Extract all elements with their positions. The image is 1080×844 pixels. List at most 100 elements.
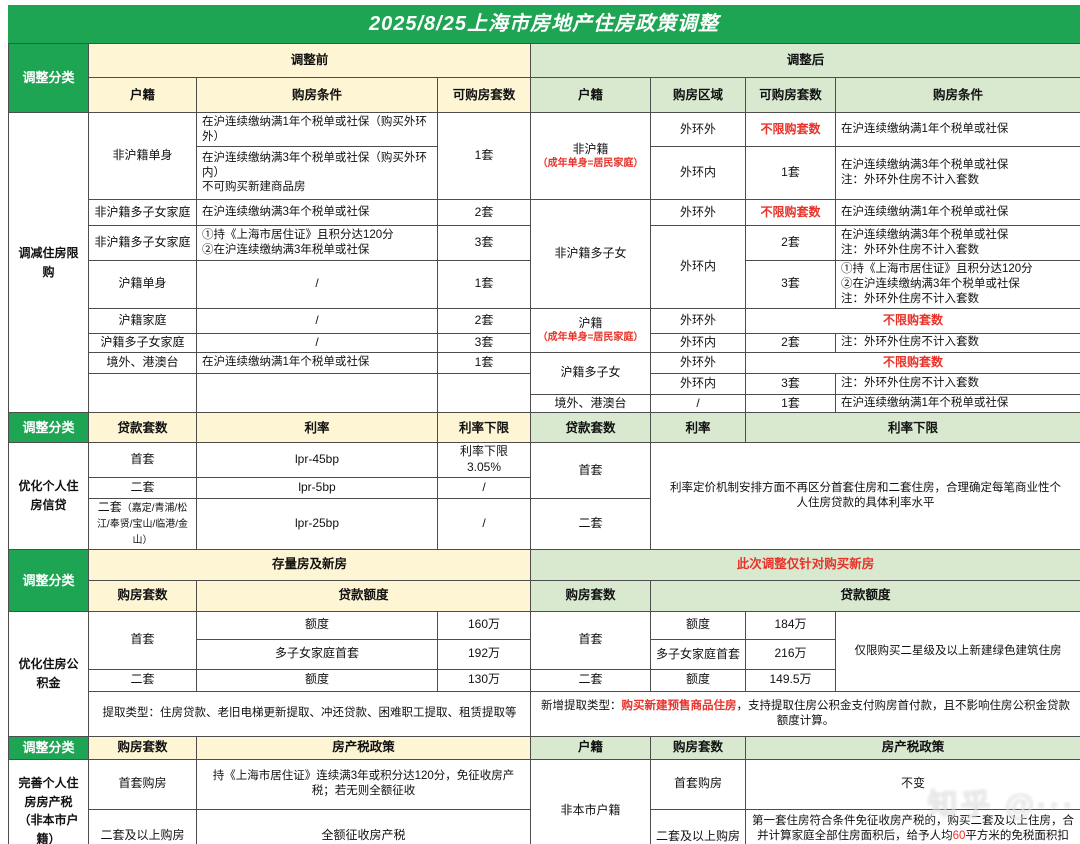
tier-cell: 首套 [530, 610, 651, 670]
header-cell: 贷款套数 [530, 412, 651, 444]
header-cell: 贷款套数 [88, 412, 197, 444]
policy-text: 平方米的免税面积扣除；若首套非免征，则二套及以上均全额征收。 [965, 829, 1069, 842]
loan-tier-cell: 二套 [88, 477, 197, 500]
count-cell: 2套 [745, 225, 836, 261]
header-cell: 购房套数 [88, 735, 197, 760]
rate-floor-cell: 利率下限3.05% [437, 442, 531, 479]
header-cell: 可购房套数 [745, 77, 836, 113]
cond-line: 注：外环外住房不计入套数 [841, 292, 979, 305]
cond-cell: 在沪连续缴纳满1年个税单或社保（购买外环外） [196, 112, 438, 147]
count-cell: 3套 [745, 260, 836, 309]
rate-cell: lpr-5bp [196, 477, 438, 500]
section-mortgage-credit: 调整分类 贷款套数 利率 利率下限 贷款套数 利率 利率下限 优化个人住房信贷 … [8, 412, 1080, 550]
header-cell: 房产税政策 [745, 735, 1080, 760]
cond-cell: 在沪连续缴纳满3年个税单或社保（购买外环内） 不可购买新建商品房 [196, 146, 438, 200]
note-highlight: 购买新建预售商品住房 [621, 699, 737, 712]
hukou-cell: 沪籍单身 [88, 260, 197, 309]
withdraw-note-cell: 提取类型：住房贷款、老旧电梯更新提取、冲还贷款、困难职工提取、租赁提取等 [88, 690, 531, 737]
count-cell: 不限购套数 [745, 199, 836, 226]
merged-count-cell: 不限购套数 [744, 351, 1080, 374]
category-cell: 调减住房限购 [8, 111, 89, 414]
header-cell: 购房套数 [88, 579, 197, 612]
rate-floor-cell: / [437, 477, 531, 500]
header-cell: 利率下限 [437, 412, 531, 444]
cond-cell: 在沪连续缴纳满1年个税单或社保 [834, 393, 1080, 414]
header-cell: 户籍 [88, 77, 197, 113]
tier-cell: 二套及以上购房 [88, 808, 197, 844]
quota-name-cell: 额度 [196, 610, 438, 640]
loan-tier-cell: 二套（嘉定/青浦/松江/奉贤/宝山/临港/金山） [88, 498, 197, 550]
cond-cell: / [196, 332, 438, 353]
tier-cell: 首套 [88, 610, 197, 670]
hukou-cell: 境外、港澳台 [530, 393, 651, 414]
header-cell: 购房条件 [834, 77, 1080, 113]
empty-cell [88, 372, 197, 414]
quota-value-cell: 149.5万 [745, 668, 836, 692]
count-cell: 1套 [437, 260, 531, 309]
category-header-cell: 调整分类 [8, 735, 89, 760]
header-cell: 购房套数 [530, 579, 651, 612]
policy-highlight: 60 [952, 829, 966, 842]
count-cell: 2套 [745, 332, 836, 353]
cond-cell: 注：外环外住房不计入套数 [834, 332, 1080, 353]
quota-name-cell: 多子女家庭首套 [650, 638, 746, 670]
tier-cell: 二套 [530, 668, 651, 692]
cond-line: 在沪连续缴纳满3年个税单或社保（购买外环内） [202, 151, 427, 179]
tier-cell: 首套购房 [88, 758, 197, 810]
cond-cell: ①持《上海市居住证》且积分达120分 ②在沪连续缴纳满3年税单或社保 [196, 225, 438, 261]
quota-value-cell: 184万 [745, 610, 836, 640]
hukou-cell: 沪籍多子女 [530, 351, 651, 395]
withdraw-note-cell: 新增提取类型：购买新建预售商品住房，支持提取住房公积金支付购房首付款，且不影响住… [529, 690, 1080, 737]
hukou-cell: 非本市户籍 [530, 758, 651, 844]
header-cell: 贷款额度 [649, 579, 1080, 612]
count-cell: 2套 [437, 307, 531, 334]
cond-cell: ①持《上海市居住证》且积分达120分 ②在沪连续缴纳满3年个税单或社保 注：外环… [834, 260, 1080, 309]
category-cell: 优化个人住房信贷 [8, 442, 89, 550]
cond-cell: 在沪连续缴纳满1年个税单或社保 [834, 199, 1080, 226]
cond-line: 不可购买新建商品房 [202, 181, 306, 194]
section-property-tax: 调整分类 购房套数 房产税政策 户籍 购房套数 房产税政策 完善个人住房房产税（… [8, 735, 1080, 844]
note-text: 新增提取类型： [541, 699, 622, 712]
policy-cell: 不变 [745, 758, 1080, 810]
quota-value-cell: 192万 [437, 638, 531, 670]
count-cell: 1套 [745, 146, 836, 200]
quota-name-cell: 额度 [650, 610, 746, 640]
count-cell: 3套 [437, 332, 531, 353]
cond-line: ①持《上海市居住证》且积分达120分 [202, 229, 394, 242]
cond-line: 注：外环外住房不计入套数 [841, 174, 979, 186]
empty-cell [196, 372, 438, 414]
quota-value-cell: 130万 [437, 668, 531, 692]
count-cell: 2套 [437, 199, 531, 226]
section-housing-fund: 调整分类 存量房及新房 此次调整仅针对购买新房 购房套数 贷款额度 购房套数 贷… [8, 548, 1080, 737]
loan-tier-label: 二套 [97, 500, 122, 515]
area-cell: 外环外 [650, 351, 746, 374]
header-cell: 可购房套数 [437, 77, 531, 113]
hukou-cell: 非沪籍多子女家庭 [88, 199, 197, 226]
cond-line: ①持《上海市居住证》且积分达120分 [841, 263, 1033, 275]
hukou-note: （成年单身=居民家庭） [537, 332, 644, 344]
loan-tier-cell: 首套 [88, 442, 197, 479]
category-cell: 优化住房公积金 [8, 610, 89, 737]
before-header-cell: 调整前 [88, 43, 531, 78]
tier-cell: 二套 [88, 668, 197, 692]
count-cell: 1套 [745, 393, 836, 414]
hukou-label: 沪籍 [578, 316, 603, 331]
policy-text: 第一套住房符合条件免征收房产税的，购买二套及以上住房，合并计算家庭全部住房面积后… [752, 814, 1074, 842]
header-cell: 利率 [196, 412, 438, 444]
cond-cell: 在沪连续缴纳满1年个税单或社保 [196, 351, 438, 374]
merged-count-cell: 不限购套数 [744, 307, 1080, 334]
cond-cell: 在沪连续缴纳满1年个税单或社保 [834, 112, 1080, 147]
area-cell: / [650, 393, 746, 414]
area-cell: 外环外 [650, 199, 746, 226]
area-cell: 外环内 [650, 146, 746, 200]
scope-header-cell: 此次调整仅针对购买新房 [529, 548, 1080, 581]
area-cell: 外环内 [650, 225, 746, 309]
loan-tier-cell: 二套 [530, 498, 651, 550]
quota-name-cell: 额度 [650, 668, 746, 692]
count-cell: 1套 [437, 112, 531, 200]
header-cell: 贷款额度 [196, 579, 531, 612]
cond-cell: 在沪连续缴纳满3年个税单或社保 注：外环外住房不计入套数 [834, 146, 1080, 200]
cond-cell: 在沪连续缴纳满3年个税单或社保 [196, 199, 438, 226]
hukou-cell: 非沪籍多子女 [530, 199, 651, 309]
